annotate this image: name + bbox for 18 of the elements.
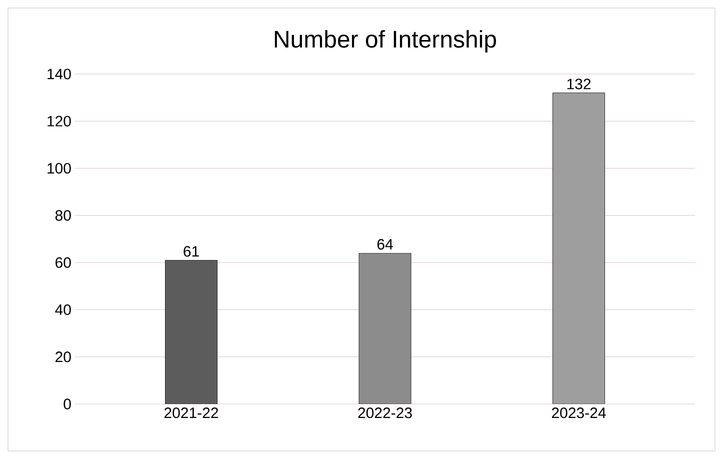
chart-title: Number of Internship [274, 30, 496, 52]
x-tick-label: 2021-22 [164, 408, 218, 418]
data-label: 64 [377, 238, 393, 250]
y-tick-label: 120 [48, 116, 71, 126]
x-tick-label: 2023-24 [552, 408, 606, 418]
y-tick-label: 140 [48, 68, 71, 80]
y-tick-label: 40 [55, 304, 71, 316]
y-tick-label: 60 [56, 257, 71, 268]
y-tick-label: 20 [56, 352, 71, 362]
bar [552, 92, 605, 404]
y-tick-label: 100 [48, 162, 71, 174]
data-label: 132 [567, 78, 591, 90]
bar [358, 252, 412, 404]
y-tick-label: 80 [55, 210, 71, 221]
y-tick-label: 0 [64, 398, 71, 410]
x-tick-label: 2022-23 [358, 408, 412, 418]
bar [165, 260, 218, 404]
data-label: 61 [184, 246, 199, 257]
